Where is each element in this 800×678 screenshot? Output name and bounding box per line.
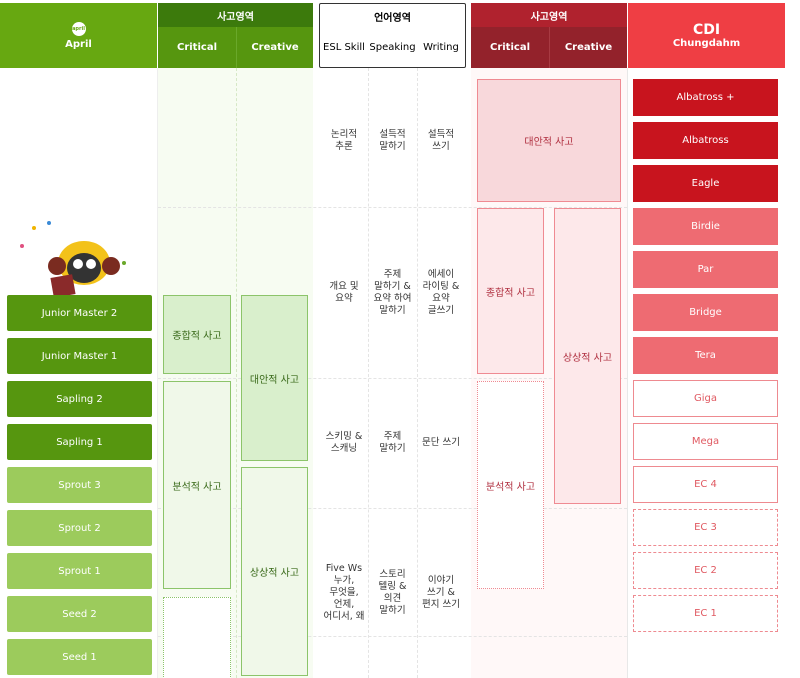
skill-text: 설득적 말하기 <box>379 129 406 152</box>
header-cell: Critical <box>158 27 236 68</box>
divider <box>236 68 237 678</box>
level-badge: EC 3 <box>633 509 778 546</box>
skill-text: Five Ws 누가, 무엇을, 언제, 어디서, 왜 <box>323 563 365 622</box>
level-badge: Par <box>633 251 778 288</box>
divider <box>627 68 628 678</box>
skill-box: 대안적 사고 <box>241 295 308 461</box>
skill-text: 주제 말하기 <box>379 431 406 454</box>
header-cell: Creative <box>549 27 627 68</box>
level-badge: Sprout 2 <box>7 510 152 546</box>
header-cell: ESL Skill <box>323 42 365 53</box>
skill-box: 분석적 사고 <box>163 381 231 589</box>
divider <box>417 68 418 678</box>
row-divider <box>158 378 627 379</box>
level-badge: Sprout 3 <box>7 467 152 503</box>
header-text: Chungdahm <box>672 38 741 49</box>
level-badge: Birdie <box>633 208 778 245</box>
logo: april <box>71 21 86 36</box>
level-badge: EC 4 <box>633 466 778 503</box>
skill-box: 종합적 사고 <box>163 295 231 374</box>
april-header: april April <box>0 3 157 68</box>
skill-text: 개요 및 요약 <box>329 280 359 304</box>
skill-text: 에세이 라이팅 & 요약 글쓰기 <box>422 268 460 316</box>
header-cell: Speaking <box>369 42 416 53</box>
level-badge: Junior Master 1 <box>7 338 152 374</box>
skill-text: 스토리 텔링 & 의견 말하기 <box>378 569 407 616</box>
level-badge: Giga <box>633 380 778 417</box>
skill-box: 종합적 사고 <box>477 208 544 374</box>
level-badge: Albatross <box>633 122 778 159</box>
level-badge: Albatross + <box>633 79 778 116</box>
group-header: 사고영역 <box>471 3 627 27</box>
skill-box: 분석적 사고 <box>477 381 544 589</box>
level-badge: Bridge <box>633 294 778 331</box>
header-cell: Writing <box>423 42 459 53</box>
level-badge: Sapling 1 <box>7 424 152 460</box>
skill-text: 문단 쓰기 <box>422 437 460 448</box>
skill-text: 논리적 추론 <box>330 129 358 152</box>
cdi-header: CDI Chungdahm <box>628 3 785 68</box>
level-badge: Sapling 2 <box>7 381 152 417</box>
level-badge: Tera <box>633 337 778 374</box>
row-divider <box>158 207 627 208</box>
group-header: 사고영역 <box>158 3 313 27</box>
level-badge: Mega <box>633 423 778 460</box>
row-divider <box>158 636 627 637</box>
level-badge: Eagle <box>633 165 778 202</box>
level-badge: EC 2 <box>633 552 778 589</box>
skill-text: 이야기 쓰기 & 편지 쓰기 <box>422 575 460 610</box>
skill-text: 스키밍 & 스캐닝 <box>325 431 363 454</box>
language-header <box>319 3 466 68</box>
level-badge: Junior Master 2 <box>7 295 152 331</box>
header-cell: Critical <box>471 27 549 68</box>
mascot <box>20 221 126 298</box>
row-divider <box>158 508 627 509</box>
header-text: CDI <box>692 22 721 38</box>
skill-box: 연역적 사고 <box>163 597 231 678</box>
level-badge: Sprout 1 <box>7 553 152 589</box>
header-cell: Creative <box>236 27 313 68</box>
level-badge: Seed 1 <box>7 639 152 675</box>
level-badge: EC 1 <box>633 595 778 632</box>
level-badge: Seed 2 <box>7 596 152 632</box>
skill-box: 대안적 사고 <box>477 79 621 202</box>
skill-text: 설득적 쓰기 <box>427 129 455 152</box>
skill-text: 주제 말하기 & 요약 하여 말하기 <box>373 268 412 316</box>
skill-box: 상상적 사고 <box>241 467 308 676</box>
group-header: 언어영역 <box>374 12 411 24</box>
divider <box>368 68 369 678</box>
header-text: April <box>65 38 92 50</box>
divider <box>0 68 158 678</box>
skill-box: 상상적 사고 <box>554 208 621 504</box>
